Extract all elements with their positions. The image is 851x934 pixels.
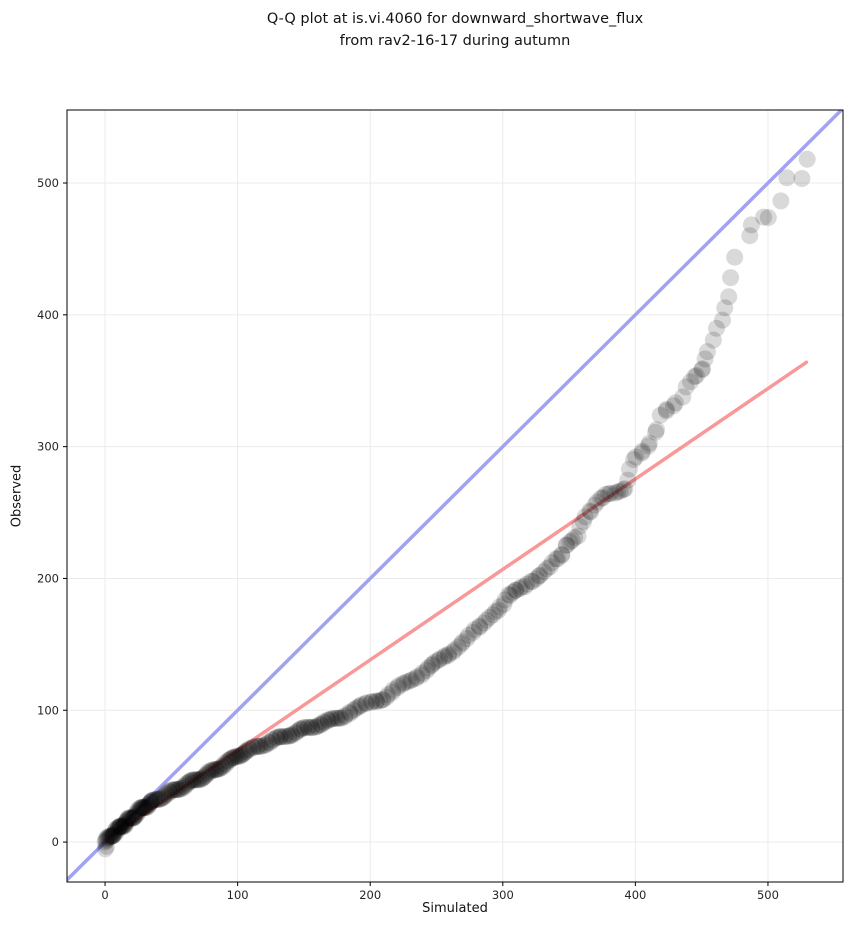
y-axis-label: Observed <box>9 464 25 528</box>
x-tick-label: 300 <box>492 888 514 902</box>
identity-line <box>67 110 843 882</box>
y-tick-label: 200 <box>37 571 59 585</box>
plot-title: Q-Q plot at is.vi.4060 for downward_shor… <box>67 8 843 52</box>
x-tick-label: 500 <box>757 888 779 902</box>
y-tick-label: 500 <box>37 176 59 190</box>
gridlines <box>67 110 843 882</box>
y-tick-label: 400 <box>37 308 59 322</box>
x-tick-label: 200 <box>359 888 381 902</box>
y-tick-label: 100 <box>37 703 59 717</box>
axis-ticks <box>63 182 769 886</box>
x-tick-label: 0 <box>101 888 108 902</box>
plot-title-line2: from rav2-16-17 during autumn <box>339 33 571 49</box>
tick-labels: 0 100 200 300 400 500 0 100 200 300 400 500 <box>37 176 779 902</box>
plot-frame <box>66 109 844 883</box>
x-axis-label: Simulated <box>422 901 488 916</box>
y-tick-label: 300 <box>37 440 59 454</box>
x-tick-label: 400 <box>624 888 646 902</box>
fit-line <box>103 360 809 843</box>
scatter-points <box>96 150 816 858</box>
plot-title-line1: Q-Q plot at is.vi.4060 for downward_shor… <box>266 11 644 27</box>
y-tick-label: 0 <box>52 835 59 849</box>
x-tick-label: 100 <box>227 888 249 902</box>
